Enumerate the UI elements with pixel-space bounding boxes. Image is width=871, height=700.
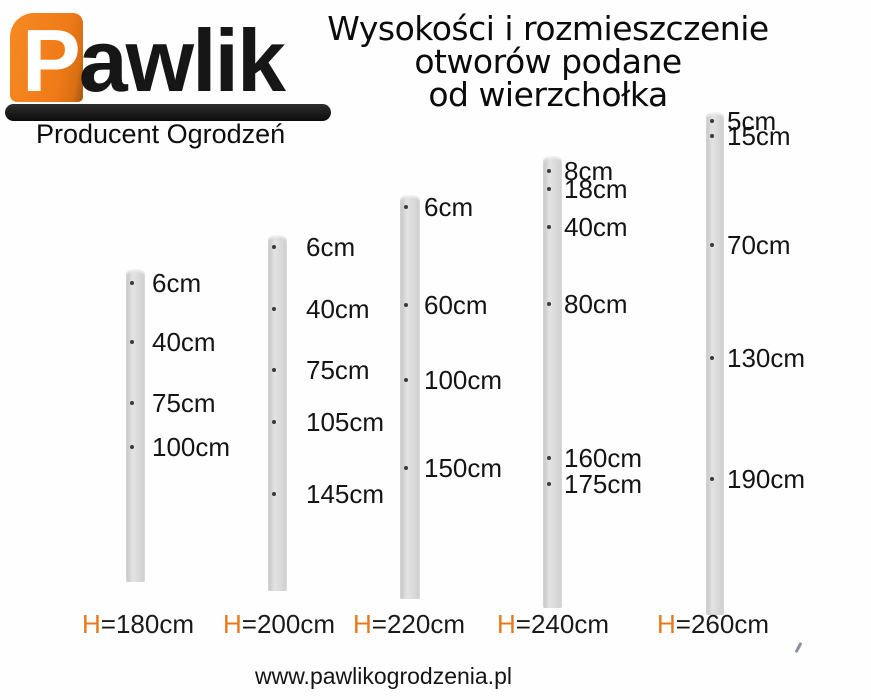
height-symbol: H bbox=[657, 609, 676, 639]
title-line-3: od wierzchołka bbox=[428, 75, 668, 114]
hole-label-190cm: 190cm bbox=[727, 464, 806, 494]
hole-label-40cm: 40cm bbox=[306, 294, 370, 324]
height-symbol: H bbox=[497, 609, 516, 639]
hole-label-15cm: 15cm bbox=[727, 121, 791, 151]
hole-label-40cm: 40cm bbox=[564, 212, 628, 242]
hole-label-130cm: 130cm bbox=[727, 343, 806, 373]
hole-dot-130cm bbox=[710, 356, 714, 360]
hole-label-175cm: 175cm bbox=[564, 469, 643, 499]
hole-dot-6cm bbox=[130, 281, 134, 285]
hole-label-60cm: 60cm bbox=[424, 290, 488, 320]
hole-dot-80cm bbox=[547, 302, 551, 306]
post-height-label-240cm: H=240cm bbox=[497, 611, 609, 637]
logo-wordmark: Pawlik bbox=[22, 17, 286, 109]
post-height-label-220cm: H=220cm bbox=[353, 611, 465, 637]
hole-dot-75cm bbox=[272, 368, 276, 372]
hole-dot-15cm bbox=[710, 134, 714, 138]
hole-label-80cm: 80cm bbox=[564, 289, 628, 319]
fence-post-200cm bbox=[268, 235, 287, 591]
fence-post-240cm bbox=[543, 156, 562, 608]
hole-dot-5cm bbox=[710, 119, 714, 123]
post-height-label-260cm: H=260cm bbox=[657, 611, 769, 637]
height-symbol: H bbox=[353, 609, 372, 639]
hole-label-8cm: 8cm bbox=[564, 156, 614, 186]
height-value: =260cm bbox=[675, 609, 770, 639]
fence-post-220cm bbox=[400, 195, 420, 599]
hole-label-6cm: 6cm bbox=[424, 192, 474, 222]
hole-dot-145cm bbox=[272, 492, 276, 496]
hole-dot-18cm bbox=[547, 187, 551, 191]
fence-post-260cm bbox=[706, 112, 724, 615]
hole-label-150cm: 150cm bbox=[424, 453, 503, 483]
post-height-label-180cm: H=180cm bbox=[82, 611, 194, 637]
hole-dot-6cm bbox=[404, 205, 408, 209]
hole-dot-40cm bbox=[130, 340, 134, 344]
hole-dot-175cm bbox=[547, 482, 551, 486]
hole-dot-6cm bbox=[272, 245, 276, 249]
hole-dot-100cm bbox=[130, 445, 134, 449]
hole-label-18cm: 18cm bbox=[564, 174, 628, 204]
hole-dot-150cm bbox=[404, 466, 408, 470]
website-url: www.pawlikogrodzenia.pl bbox=[255, 663, 512, 689]
hole-label-160cm: 160cm bbox=[564, 443, 643, 473]
hole-label-6cm: 6cm bbox=[306, 232, 356, 262]
logo-letter-p: P bbox=[22, 11, 81, 110]
hole-dot-160cm bbox=[547, 456, 551, 460]
height-symbol: H bbox=[82, 609, 101, 639]
logo-letters-awlik: awlik bbox=[78, 11, 286, 110]
height-value: =240cm bbox=[515, 609, 610, 639]
hole-dot-60cm bbox=[404, 303, 408, 307]
logo-underline-swoosh bbox=[5, 104, 331, 121]
post-height-label-200cm: H=200cm bbox=[223, 611, 335, 637]
hole-label-100cm: 100cm bbox=[424, 365, 503, 395]
diagram-title: Wysokości i rozmieszczenie otworów podan… bbox=[285, 12, 811, 111]
hole-dot-105cm bbox=[272, 420, 276, 424]
hole-dot-40cm bbox=[272, 307, 276, 311]
title-line-2: otworów podane bbox=[414, 42, 682, 81]
hole-dot-190cm bbox=[710, 477, 714, 481]
hole-dot-100cm bbox=[404, 378, 408, 382]
hole-label-6cm: 6cm bbox=[152, 268, 202, 298]
height-value: =200cm bbox=[241, 609, 336, 639]
hole-label-75cm: 75cm bbox=[306, 355, 370, 385]
hole-label-5cm: 5cm bbox=[727, 106, 777, 136]
hole-dot-40cm bbox=[547, 225, 551, 229]
hole-dot-8cm bbox=[547, 169, 551, 173]
hole-label-40cm: 40cm bbox=[152, 327, 216, 357]
hole-dot-75cm bbox=[130, 401, 134, 405]
logo-subtitle: Producent Ogrodzeń bbox=[36, 119, 286, 149]
hole-label-70cm: 70cm bbox=[727, 230, 791, 260]
fence-post-180cm bbox=[126, 269, 145, 582]
hole-label-75cm: 75cm bbox=[152, 388, 216, 418]
stray-tick-mark bbox=[794, 641, 803, 654]
logo-orange-box bbox=[10, 13, 83, 102]
hole-label-105cm: 105cm bbox=[306, 407, 385, 437]
height-symbol: H bbox=[223, 609, 242, 639]
height-value: =220cm bbox=[371, 609, 466, 639]
hole-label-100cm: 100cm bbox=[152, 432, 231, 462]
height-value: =180cm bbox=[100, 609, 195, 639]
hole-dot-70cm bbox=[710, 243, 714, 247]
title-line-1: Wysokości i rozmieszczenie bbox=[327, 9, 769, 48]
hole-label-145cm: 145cm bbox=[306, 479, 385, 509]
